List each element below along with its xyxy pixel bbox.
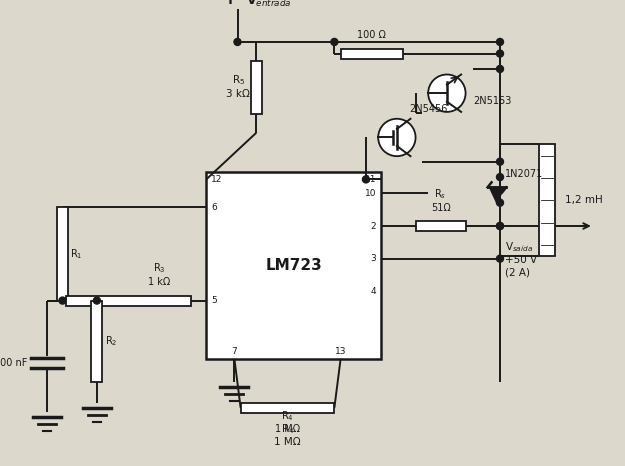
Text: V$_{entrada}$: V$_{entrada}$	[246, 0, 291, 9]
Bar	[241, 403, 334, 413]
Circle shape	[378, 119, 416, 156]
Text: 1N2071: 1N2071	[505, 169, 543, 179]
Text: 2N5456: 2N5456	[409, 104, 447, 115]
Text: 13: 13	[335, 347, 346, 356]
Text: 12: 12	[211, 175, 222, 184]
Circle shape	[496, 199, 504, 206]
Text: R$_4$
1 MΩ: R$_4$ 1 MΩ	[274, 422, 301, 447]
Circle shape	[496, 38, 504, 46]
Text: 7: 7	[231, 347, 238, 356]
Circle shape	[93, 297, 101, 304]
Text: 4: 4	[371, 287, 376, 296]
Circle shape	[496, 173, 504, 181]
Polygon shape	[490, 187, 504, 203]
Text: V$_{saída}$
+50 V
(2 A): V$_{saída}$ +50 V (2 A)	[505, 240, 537, 277]
Text: 10: 10	[365, 189, 376, 198]
Bar	[251, 61, 262, 114]
Circle shape	[59, 297, 66, 304]
Bar	[66, 295, 191, 306]
Text: 2N5153: 2N5153	[473, 96, 511, 106]
Text: 1,2 mH: 1,2 mH	[565, 195, 602, 206]
Text: R$_5$
3 kΩ: R$_5$ 3 kΩ	[226, 74, 250, 99]
Circle shape	[362, 176, 369, 183]
Bar	[206, 172, 381, 359]
Text: R$_3$
1 kΩ: R$_3$ 1 kΩ	[148, 261, 171, 287]
Text: 5: 5	[211, 296, 217, 305]
Circle shape	[496, 65, 504, 73]
Bar	[91, 301, 103, 382]
Bar	[539, 144, 555, 256]
Text: 100 Ω: 100 Ω	[357, 29, 386, 40]
Bar	[57, 207, 68, 301]
Text: R$_s$
51Ω: R$_s$ 51Ω	[431, 188, 451, 213]
Circle shape	[496, 50, 504, 57]
Text: LM723: LM723	[266, 258, 322, 273]
Text: R$_4$
1 MΩ: R$_4$ 1 MΩ	[275, 409, 300, 434]
Bar	[416, 221, 466, 231]
Circle shape	[331, 38, 338, 46]
Circle shape	[428, 75, 466, 112]
Circle shape	[496, 222, 504, 230]
Text: R$_1$: R$_1$	[70, 247, 82, 261]
Text: 11: 11	[365, 175, 376, 184]
Text: 100 nF: 100 nF	[0, 358, 27, 369]
Circle shape	[496, 158, 504, 165]
Bar	[341, 48, 403, 59]
Circle shape	[496, 255, 504, 262]
Circle shape	[496, 222, 504, 230]
Text: 3: 3	[371, 254, 376, 263]
Text: 2: 2	[371, 221, 376, 231]
Circle shape	[234, 38, 241, 46]
Text: 6: 6	[211, 203, 217, 212]
Text: R$_2$: R$_2$	[104, 335, 117, 348]
Text: Y: Y	[225, 0, 234, 7]
